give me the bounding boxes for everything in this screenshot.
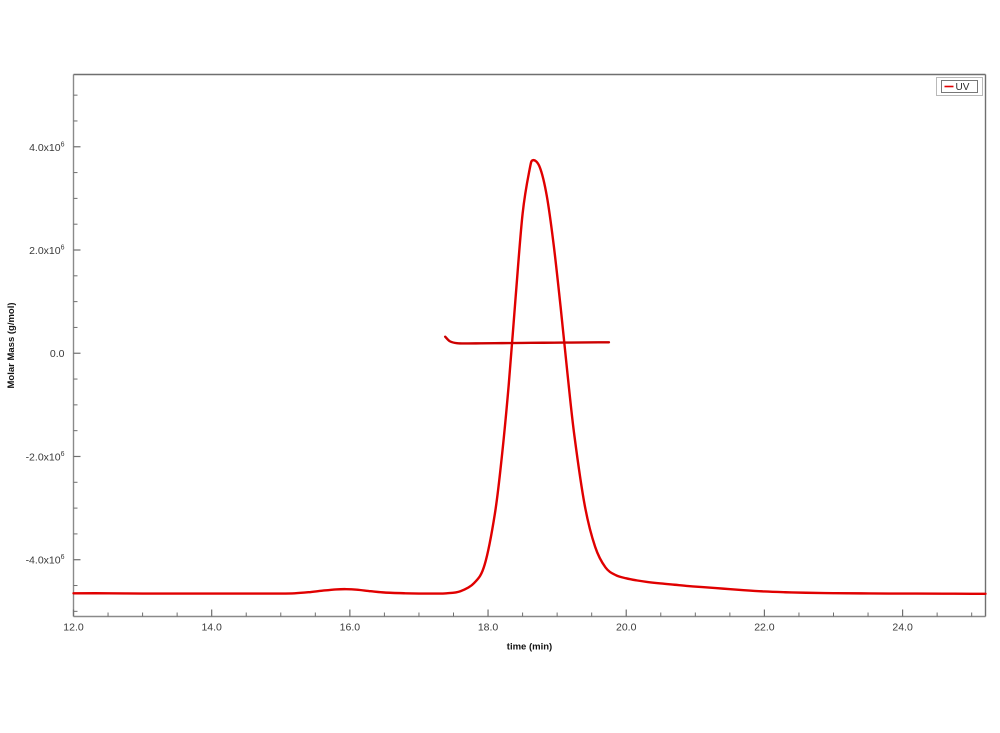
series-path-UV-molar-mass-overlay (444, 335, 611, 345)
x-axis-ticks: 12.0 14.0 16.0 18.0 20.0 22.0 24.0 (63, 609, 973, 634)
y-tick-label: -2.0x106 (26, 451, 65, 464)
chart-legend[interactable]: UV (936, 77, 983, 96)
x-tick-label: 24.0 (892, 622, 913, 634)
plot-frame (72, 73, 987, 618)
x-tick-label: 16.0 (340, 622, 361, 634)
data-series-group (72, 158, 987, 595)
x-axis-title: time (min) (507, 642, 552, 653)
y-tick-label: 4.0x106 (29, 141, 65, 154)
series-path-UV (72, 158, 987, 595)
x-tick-label: 22.0 (754, 622, 775, 634)
y-tick-label: 2.0x106 (29, 245, 65, 258)
y-tick-label: -4.0x106 (26, 554, 65, 567)
x-tick-label: 18.0 (478, 622, 499, 634)
x-tick-label: 14.0 (201, 622, 222, 634)
axis-titles: Molar Mass (g/mol) time (min) (6, 302, 552, 652)
legend-item-uv[interactable] (941, 80, 978, 93)
x-tick-label: 12.0 (63, 622, 84, 634)
legend-label-uv: UV (956, 82, 970, 93)
x-tick-label: 20.0 (616, 622, 637, 634)
y-axis-title: Molar Mass (g/mol) (6, 302, 17, 388)
y-tick-label: 0.0 (50, 348, 65, 360)
y-axis-ticks: 4.0x106 2.0x106 0.0 -2.0x106 -4.0x106 (26, 94, 81, 612)
